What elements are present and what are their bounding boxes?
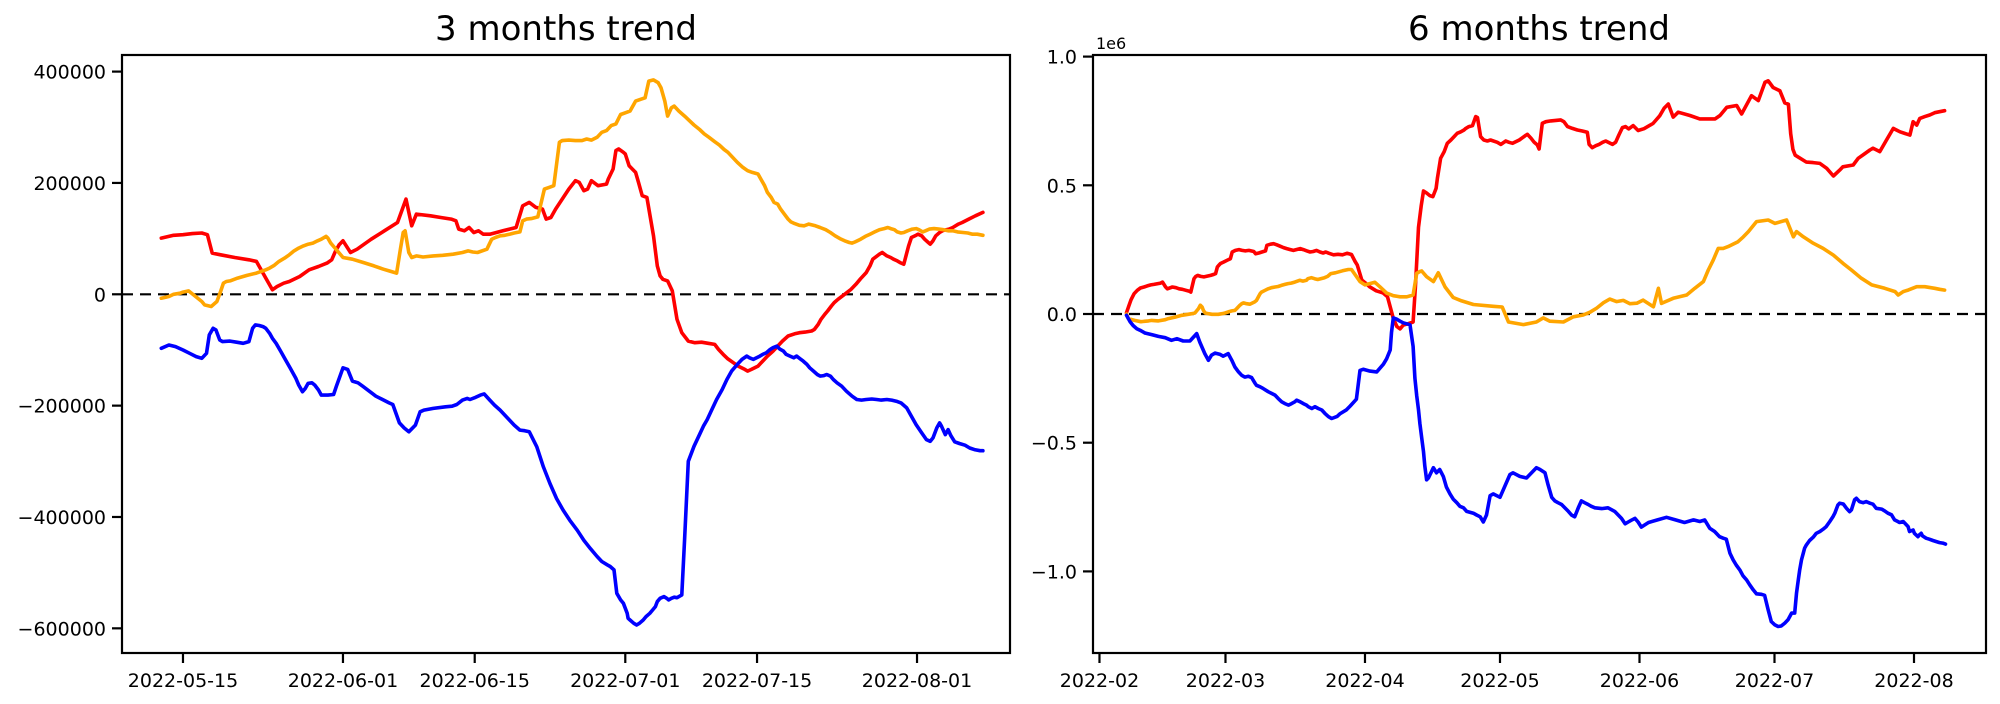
blue-line xyxy=(1124,313,1948,629)
x-tick-label: 2022-05 xyxy=(1460,670,1539,692)
chart-title-6-months: 6 months trend xyxy=(1408,9,1670,49)
red-line xyxy=(159,147,985,373)
orange-line xyxy=(159,78,985,309)
blue-line xyxy=(159,323,985,627)
y-tick-label: −600000 xyxy=(18,618,106,640)
x-tick-label: 2022-07 xyxy=(1735,670,1814,692)
x-tick-label: 2022-08-01 xyxy=(862,670,972,692)
y-tick-label: −1.0 xyxy=(1031,561,1077,583)
y-tick-label: 1.0 xyxy=(1047,47,1077,69)
plot-border xyxy=(1091,53,1988,655)
y-axis-offset-label-1e6: 1e6 xyxy=(1096,34,1126,53)
x-tick-label: 2022-06-01 xyxy=(288,670,398,692)
plot-border xyxy=(120,53,1012,655)
chart-3-months-trend: 2022-05-15 2022-06-01 2022-06-15 2022-07-01… xyxy=(18,53,1012,692)
x-tick-label: 2022-04 xyxy=(1325,670,1404,692)
orange-line xyxy=(1124,218,1947,327)
x-tick-label: 2022-02 xyxy=(1060,670,1139,692)
x-tick-label: 2022-08 xyxy=(1874,670,1953,692)
x-tick-label: 2022-07-15 xyxy=(702,670,812,692)
chart-title-3-months: 3 months trend xyxy=(435,9,697,49)
x-tick-label: 2022-06 xyxy=(1600,670,1679,692)
y-tick-label: 400000 xyxy=(33,62,106,84)
y-tick-label: 0.0 xyxy=(1047,304,1077,326)
y-tick-label: −400000 xyxy=(18,507,106,529)
y-tick-label: −0.5 xyxy=(1031,433,1077,455)
y-tick-label: 200000 xyxy=(33,173,106,195)
x-tick-label: 2022-06-15 xyxy=(420,670,530,692)
x-tick-label: 2022-05-15 xyxy=(128,670,238,692)
x-tick-label: 2022-07-01 xyxy=(570,670,680,692)
chart-6-months-trend: 2022-02 2022-03 2022-04 2022-05 2022-06 2022-… xyxy=(1031,47,1988,692)
y-tick-label: 0.5 xyxy=(1047,175,1077,197)
y-tick-label: 0 xyxy=(94,284,106,306)
y-tick-label: −200000 xyxy=(18,396,106,418)
x-tick-label: 2022-03 xyxy=(1186,670,1265,692)
red-line xyxy=(1124,79,1947,331)
